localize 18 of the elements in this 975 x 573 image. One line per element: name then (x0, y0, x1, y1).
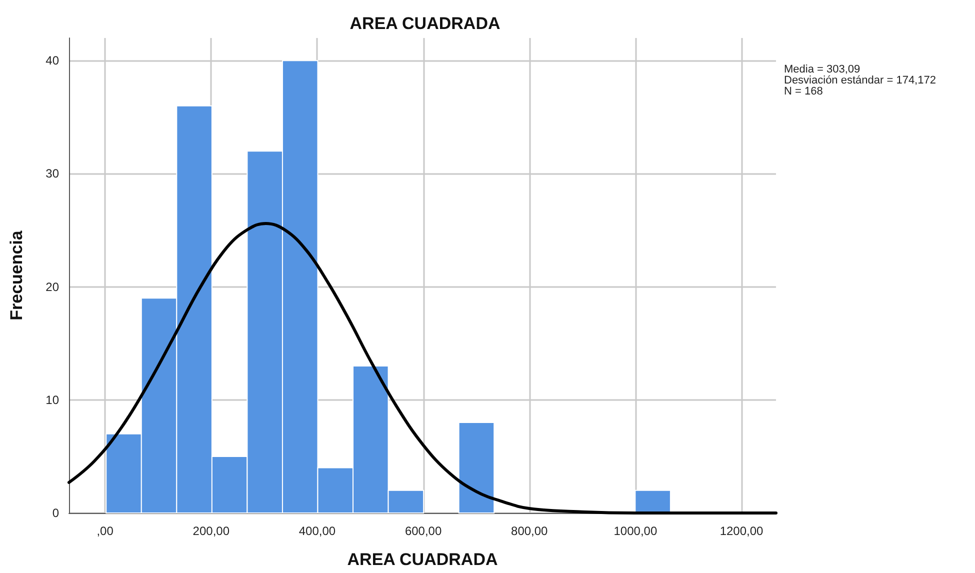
text: Media = 303,09 (784, 64, 860, 76)
x-tick-label: 800,00 (511, 524, 548, 538)
text: Desviación estándar = 174,172 (784, 74, 936, 86)
y-tick-label: 20 (46, 280, 60, 294)
x-tick-label: 200,00 (192, 524, 230, 538)
x-axis-title: AREA CUADRADA (347, 550, 498, 569)
x-tick-label: 1200,00 (720, 524, 764, 538)
y-tick-label: 0 (52, 506, 60, 520)
chart-title: AREA CUADRADA (350, 14, 500, 33)
x-tick-label: 600,00 (404, 524, 442, 538)
x-tick-label: 400,00 (298, 524, 336, 538)
y-tick-label: 30 (46, 166, 60, 181)
y-tick-label: 40 (46, 54, 60, 68)
y-tick-label: 10 (46, 392, 60, 407)
x-tick-label: 1000,00 (614, 524, 658, 538)
text: N = 168 (784, 86, 823, 98)
x-tick-label: ,00 (96, 524, 114, 538)
y-axis-title: Frecuencia (7, 230, 26, 320)
